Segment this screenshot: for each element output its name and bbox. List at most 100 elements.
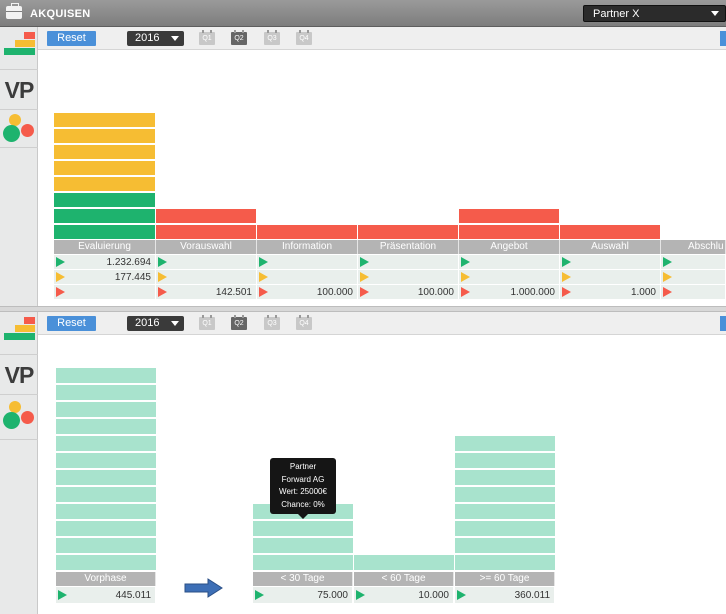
quarter-q4-button[interactable]: Q4 [296, 30, 312, 45]
bar-segment-evaluierung-green[interactable] [54, 225, 155, 239]
table-row-cell[interactable]: 177.445 [54, 270, 156, 285]
quarter-q4-button[interactable]: Q4 [296, 315, 312, 330]
aging-bar-segment[interactable] [56, 385, 156, 400]
year-select[interactable]: 2016 [127, 316, 184, 331]
quarter-q3-button[interactable]: Q3 [264, 315, 280, 330]
aging-bar-segment[interactable] [455, 453, 555, 468]
quarter-q2-button[interactable]: Q2 [231, 30, 247, 45]
aging-bar-segment[interactable] [56, 419, 156, 434]
aging-value-cell[interactable]: 10.000 [354, 587, 454, 604]
aging-bar-segment[interactable] [56, 555, 156, 570]
sidebar-item-vp[interactable]: VP [0, 355, 38, 395]
quarter-q1-button[interactable]: Q1 [199, 315, 215, 330]
aging-bar-segment[interactable] [455, 555, 555, 570]
aging-bar-segment[interactable] [455, 504, 555, 519]
aging-value-cell[interactable]: 360.011 [455, 587, 555, 604]
reset-button[interactable]: Reset [47, 316, 96, 331]
aging-header-ge60[interactable]: >= 60 Tage [455, 572, 555, 586]
table-row-cell[interactable]: 1.000.000 [459, 285, 560, 300]
sidebar-item-status[interactable] [0, 395, 38, 440]
quarter-q1-button[interactable]: Q1 [199, 30, 215, 45]
bar-segment-evaluierung-yellow[interactable] [54, 113, 155, 127]
bar-segment-evaluierung-yellow[interactable] [54, 145, 155, 159]
table-row-cell[interactable] [54, 285, 156, 300]
toolbar-edge-button[interactable] [720, 316, 726, 331]
stage-header-abschluss[interactable]: Abschlu [661, 240, 726, 254]
aging-bar-segment[interactable] [455, 487, 555, 502]
aging-bar-segment[interactable] [56, 470, 156, 485]
table-row-cell[interactable]: 1.000 [560, 285, 661, 300]
partner-select[interactable]: Partner X [583, 5, 726, 22]
bar-segment-information-red[interactable] [257, 225, 357, 239]
table-row-cell[interactable] [358, 270, 459, 285]
aging-bar-segment[interactable] [253, 521, 353, 536]
stage-header-auswahl[interactable]: Auswahl [560, 240, 661, 254]
yellow-triangle-icon [562, 272, 571, 282]
aging-bar-segment[interactable] [253, 555, 353, 570]
red-triangle-icon [259, 287, 268, 297]
aging-bar-segment[interactable] [56, 487, 156, 502]
aging-bar-segment[interactable] [455, 436, 555, 451]
table-row-cell[interactable] [661, 270, 726, 285]
toolbar-edge-button[interactable] [720, 31, 726, 46]
table-row-cell[interactable]: 100.000 [257, 285, 358, 300]
reset-button[interactable]: Reset [47, 31, 96, 46]
table-row-cell[interactable] [358, 255, 459, 270]
aging-bar-segment[interactable] [56, 521, 156, 536]
aging-bar-segment[interactable] [56, 453, 156, 468]
stage-header-information[interactable]: Information [257, 240, 358, 254]
bar-segment-evaluierung-green[interactable] [54, 209, 155, 223]
bar-segment-angebot-red[interactable] [459, 209, 559, 223]
bar-segment-angebot-red[interactable] [459, 225, 559, 239]
stage-header-evaluierung[interactable]: Evaluierung [54, 240, 156, 254]
table-row-cell[interactable] [560, 255, 661, 270]
aging-bar-segment[interactable] [455, 470, 555, 485]
aging-bar-segment[interactable] [56, 402, 156, 417]
red-triangle-icon [56, 287, 65, 297]
sidebar-item-pipeline[interactable] [0, 27, 38, 70]
bar-segment-evaluierung-yellow[interactable] [54, 161, 155, 175]
aging-value-cell[interactable]: 75.000 [253, 587, 353, 604]
quarter-q3-button[interactable]: Q3 [264, 30, 280, 45]
bar-segment-vorauswahl-red[interactable] [156, 209, 256, 223]
aging-bar-segment[interactable] [455, 521, 555, 536]
aging-header-lt30[interactable]: < 30 Tage [253, 572, 353, 586]
table-row-cell[interactable] [156, 270, 257, 285]
table-row-cell[interactable] [661, 285, 726, 300]
quarter-q2-button[interactable]: Q2 [231, 315, 247, 330]
bar-segment-auswahl-red[interactable] [560, 225, 660, 239]
table-row-cell[interactable]: 100.000 [358, 285, 459, 300]
aging-bar-segment[interactable] [253, 538, 353, 553]
table-row-cell[interactable] [156, 255, 257, 270]
table-row-cell[interactable]: 142.501 [156, 285, 257, 300]
aging-bar-segment[interactable] [56, 538, 156, 553]
aging-bar-segment[interactable] [56, 436, 156, 451]
stage-header-vorauswahl[interactable]: Vorauswahl [156, 240, 257, 254]
bar-segment-evaluierung-yellow[interactable] [54, 177, 155, 191]
table-row-cell[interactable] [560, 270, 661, 285]
stage-header-angebot[interactable]: Angebot [459, 240, 560, 254]
table-row-cell[interactable] [459, 255, 560, 270]
status-dot-yellow-icon [9, 401, 21, 413]
year-select[interactable]: 2016 [127, 31, 184, 46]
stage-header-praesentation[interactable]: Präsentation [358, 240, 459, 254]
sidebar-item-status[interactable] [0, 110, 38, 148]
aging-header-lt60[interactable]: < 60 Tage [354, 572, 454, 586]
aging-value-cell[interactable]: 445.011 [56, 587, 156, 604]
table-row-cell[interactable] [257, 270, 358, 285]
bar-segment-evaluierung-green[interactable] [54, 193, 155, 207]
sidebar-item-vp[interactable]: VP [0, 70, 38, 110]
aging-bar-segment[interactable] [455, 538, 555, 553]
aging-bar-segment[interactable] [56, 504, 156, 519]
table-row-cell[interactable] [257, 255, 358, 270]
table-row-cell[interactable]: 1.232.694 [54, 255, 156, 270]
bar-segment-vorauswahl-red[interactable] [156, 225, 256, 239]
sidebar-item-pipeline[interactable] [0, 312, 38, 355]
table-row-cell[interactable] [459, 270, 560, 285]
bar-segment-praesentation-red[interactable] [358, 225, 458, 239]
aging-bar-segment[interactable] [354, 555, 454, 570]
aging-header-vorphase[interactable]: Vorphase [56, 572, 156, 586]
table-row-cell[interactable] [661, 255, 726, 270]
aging-bar-segment[interactable] [56, 368, 156, 383]
bar-segment-evaluierung-yellow[interactable] [54, 129, 155, 143]
